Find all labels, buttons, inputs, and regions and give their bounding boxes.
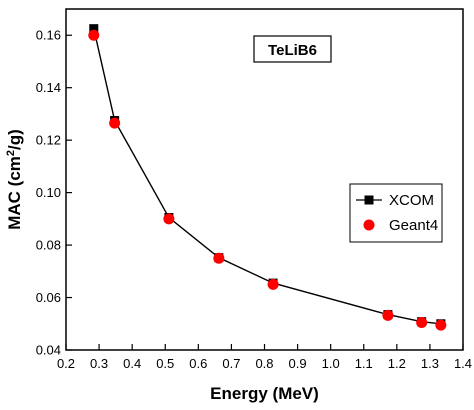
y-tick-label: 0.14 — [36, 80, 61, 95]
geant4-point — [382, 309, 394, 321]
x-tick-label: 0.6 — [189, 356, 207, 371]
y-tick-label: 0.04 — [36, 343, 61, 358]
geant4-point — [267, 278, 279, 290]
y-tick-label: 0.06 — [36, 290, 61, 305]
geant4-point — [435, 319, 447, 331]
x-tick-label: 1.1 — [355, 356, 373, 371]
geant4-point — [416, 316, 428, 328]
x-tick-label: 0.7 — [222, 356, 240, 371]
series-layer — [88, 24, 447, 331]
x-axis-title: Energy (MeV) — [210, 384, 319, 403]
x-tick-label: 1.3 — [421, 356, 439, 371]
geant4-point — [109, 117, 121, 129]
geant4-point — [163, 213, 175, 225]
geant4-point — [88, 29, 100, 41]
legend-geant4-label: Geant4 — [389, 217, 438, 234]
geant4-point — [213, 252, 225, 264]
y-tick-label: 0.12 — [36, 133, 61, 148]
x-tick-label: 0.3 — [90, 356, 108, 371]
xcom-series-line — [93, 28, 441, 325]
x-axis-ticks: 0.2 0.3 0.4 0.5 0.6 0.7 0.8 0.9 1.0 1.1 1.2 1.3 1.4 — [57, 344, 472, 371]
x-tick-label: 1.4 — [454, 356, 472, 371]
x-tick-label: 0.4 — [123, 356, 141, 371]
y-axis-title-end: /g) — [5, 129, 24, 150]
xcom-point — [89, 24, 99, 34]
x-tick-label: 1.2 — [388, 356, 406, 371]
legend-xcom-marker — [364, 195, 374, 205]
x-tick-label: 0.9 — [289, 356, 307, 371]
y-axis-title-superscript: 2 — [5, 150, 17, 156]
y-axis-title: MAC (cm2/g) — [5, 129, 24, 230]
annotation-frame — [253, 35, 332, 63]
x-tick-label: 0.2 — [57, 356, 75, 371]
legend-geant4-marker — [363, 219, 375, 231]
y-tick-label: 0.08 — [36, 238, 61, 253]
legend-xcom-label: XCOM — [389, 192, 434, 209]
legend: XCOM Geant4 — [349, 183, 443, 243]
x-tick-label: 1.0 — [322, 356, 340, 371]
y-axis-ticks: 0.04 0.06 0.08 0.10 0.12 0.14 0.16 — [36, 28, 72, 358]
y-tick-label: 0.10 — [36, 185, 61, 200]
y-axis-title-main: MAC (cm — [5, 156, 24, 230]
annotation-box: TeLiB6 — [253, 35, 332, 63]
y-tick-label: 0.16 — [36, 28, 61, 43]
annotation-label: TeLiB6 — [268, 42, 317, 59]
x-tick-label: 0.5 — [156, 356, 174, 371]
legend-frame — [349, 183, 443, 243]
x-tick-label: 0.8 — [255, 356, 273, 371]
